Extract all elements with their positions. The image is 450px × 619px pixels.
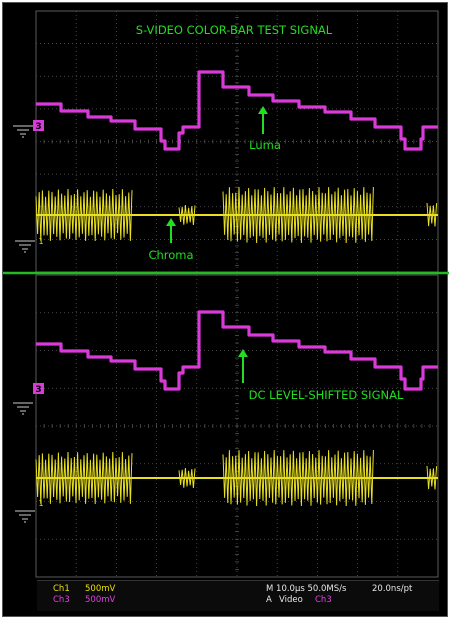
luma-trace-bottom xyxy=(36,310,438,391)
ch1-marker-bottom[interactable]: 1 xyxy=(38,499,43,508)
ground-icon xyxy=(13,402,33,415)
ch1-marker-top[interactable]: 1 xyxy=(38,237,43,246)
luma-annotation: Luma xyxy=(249,106,281,152)
ch1-scale: 500mV xyxy=(85,584,116,594)
ch3-marker-text: 3 xyxy=(35,385,41,395)
chroma-trace-bottom xyxy=(35,449,438,507)
ch3-marker-bottom[interactable]: 3 xyxy=(33,383,44,395)
ch3-marker-badge xyxy=(33,120,44,131)
ch1-marker-text: 1 xyxy=(38,237,43,246)
chroma-label: Chroma xyxy=(148,248,193,262)
luma-trace-top xyxy=(36,70,438,151)
status-bar: Ch1 500mV Ch3 500mV M 10.0µs 50.0MS/s 20… xyxy=(37,580,439,611)
scope-screen: S-VIDEO COLOR-BAR TEST SIGNAL Luma Chrom… xyxy=(3,10,449,578)
trigger-type: Video xyxy=(279,595,303,605)
ch3-label: Ch3 xyxy=(53,595,70,605)
luma-arrow-icon xyxy=(258,106,268,114)
ground-icon xyxy=(15,240,35,253)
ch3-marker-top[interactable]: 3 xyxy=(33,120,44,132)
ground-icon xyxy=(15,510,35,523)
trigger-mode: A xyxy=(266,595,272,605)
dc-shift-label: DC LEVEL-SHIFTED SIGNAL xyxy=(249,388,404,402)
chroma-trace-top xyxy=(35,186,438,244)
ch3-scale: 500mV xyxy=(85,595,116,605)
dc-shift-annotation: DC LEVEL-SHIFTED SIGNAL xyxy=(238,349,404,402)
ch3-marker-badge xyxy=(33,383,44,394)
resolution-readout: 20.0ns/pt xyxy=(372,584,413,594)
chroma-arrow-icon xyxy=(166,218,176,226)
ground-icon xyxy=(13,125,33,138)
chroma-annotation: Chroma xyxy=(148,218,194,262)
graticule-bottom xyxy=(35,274,439,578)
ch1-marker-text: 1 xyxy=(38,499,43,508)
ch1-label: Ch1 xyxy=(53,584,70,594)
trigger-source: Ch3 xyxy=(315,595,332,605)
timebase-readout: M 10.0µs 50.0MS/s xyxy=(266,584,347,594)
luma-label: Luma xyxy=(249,138,281,152)
ch3-marker-text: 3 xyxy=(35,122,41,132)
signal-title: S-VIDEO COLOR-BAR TEST SIGNAL xyxy=(136,23,333,37)
dc-shift-arrow-icon xyxy=(238,349,248,357)
waveform-traces xyxy=(35,70,438,507)
